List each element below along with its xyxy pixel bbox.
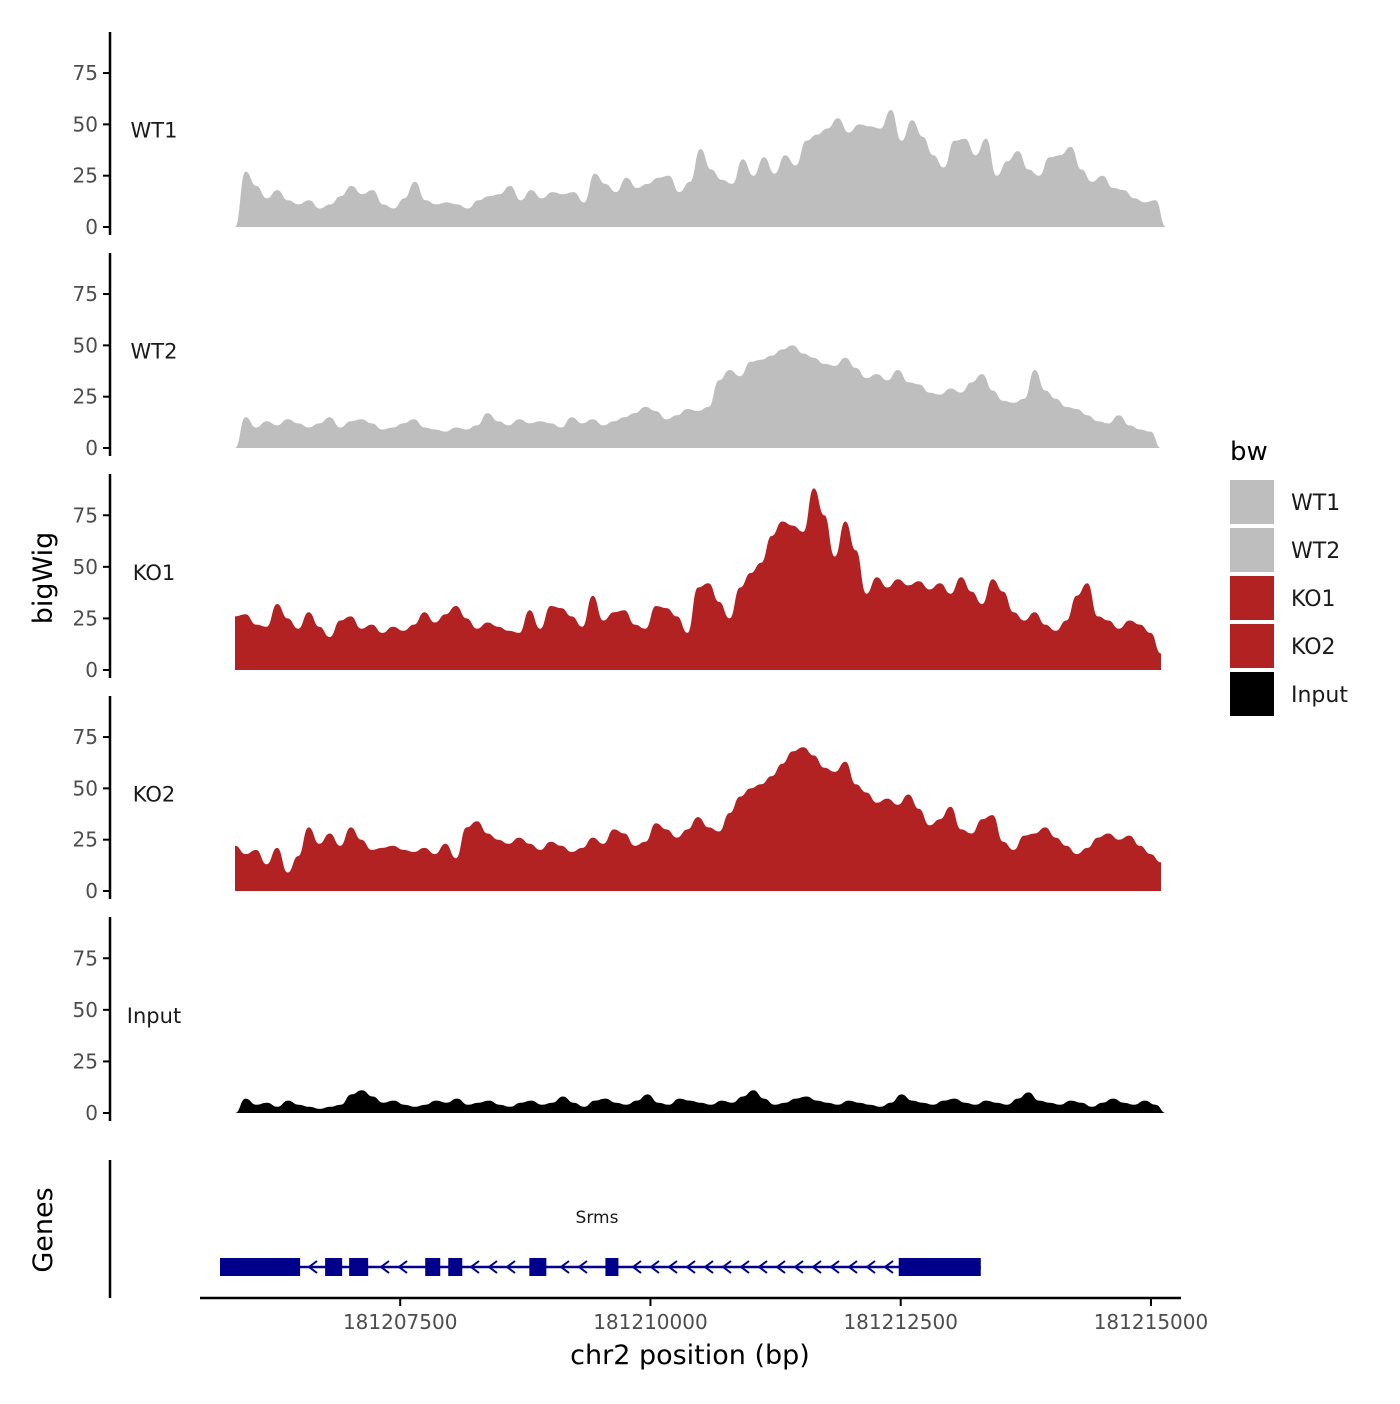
y-tick-label: 75 — [73, 946, 98, 970]
track-ko1: 0 25 50 75 KO1 — [73, 474, 1161, 682]
y-tick-label: 50 — [73, 112, 98, 136]
track-label-wt1: WT1 — [131, 119, 178, 143]
y-tick-label: 75 — [73, 725, 98, 749]
strand-arrow — [307, 1260, 318, 1274]
strand-arrow — [649, 1260, 660, 1274]
coverage-area-ko2 — [235, 747, 1161, 891]
gene-name-label: Srms — [576, 1208, 619, 1228]
y-tick-label: 0 — [85, 215, 98, 239]
y-axis-title: bigWig — [28, 532, 59, 625]
track-wt1: 0 25 50 75 WT1 — [73, 32, 1166, 239]
y-tick-label: 25 — [73, 164, 98, 188]
track-wt2: 0 25 50 75 WT2 — [73, 253, 1161, 460]
legend-swatch-wt1 — [1230, 480, 1274, 524]
strand-arrow — [739, 1260, 750, 1274]
strand-arrow — [883, 1260, 894, 1274]
x-axis-title: chr2 position (bp) — [570, 1340, 810, 1371]
strand-arrow — [559, 1260, 570, 1274]
x-tick-label: 181207500 — [343, 1310, 458, 1334]
y-tick-label: 0 — [85, 1101, 98, 1125]
strand-arrow — [631, 1260, 642, 1274]
y-tick-label: 75 — [73, 503, 98, 527]
gene-exon — [220, 1258, 301, 1276]
legend-swatch-ko1 — [1230, 576, 1274, 620]
y-tick-label: 75 — [73, 61, 98, 85]
coverage-area-input — [235, 1090, 1166, 1113]
y-tick-label: 0 — [85, 436, 98, 460]
coverage-area-wt1 — [235, 110, 1166, 227]
gene-exon — [349, 1258, 369, 1276]
strand-arrow — [397, 1260, 408, 1274]
strand-arrow — [865, 1260, 876, 1274]
coverage-tracks: 0 25 50 75 WT1 0 25 50 75 WT2 0 25 50 75 KO1 0 25 50 75 KO2… — [73, 32, 1166, 1125]
strand-arrow — [721, 1260, 732, 1274]
gene-exon — [898, 1258, 981, 1276]
legend-label-wt2: WT2 — [1291, 539, 1340, 564]
legend-swatch-wt2 — [1230, 528, 1274, 572]
strand-arrow — [505, 1260, 516, 1274]
legend-label-wt1: WT1 — [1291, 491, 1340, 516]
legend-title: bw — [1230, 437, 1268, 467]
strand-arrow — [685, 1260, 696, 1274]
genes-track-title: Genes — [28, 1187, 59, 1272]
strand-arrow — [775, 1260, 786, 1274]
coverage-area-ko1 — [235, 488, 1161, 670]
y-tick-label: 50 — [73, 998, 98, 1022]
track-ko2: 0 25 50 75 KO2 — [73, 696, 1161, 903]
y-tick-label: 50 — [73, 555, 98, 579]
y-tick-label: 75 — [73, 282, 98, 306]
strand-arrow — [667, 1260, 678, 1274]
strand-arrow — [847, 1260, 858, 1274]
gene-exon — [448, 1258, 463, 1276]
track-label-wt2: WT2 — [131, 340, 178, 364]
strand-arrow — [379, 1260, 390, 1274]
gene-exon — [605, 1258, 619, 1276]
y-tick-label: 0 — [85, 879, 98, 903]
y-tick-label: 50 — [73, 333, 98, 357]
y-tick-label: 25 — [73, 828, 98, 852]
legend-swatch-ko2 — [1230, 624, 1274, 668]
strand-arrow — [793, 1260, 804, 1274]
track-label-input: Input — [127, 1004, 181, 1028]
legend-label-input: Input — [1291, 683, 1348, 708]
legend-swatch-input — [1230, 672, 1274, 716]
strand-arrow — [469, 1260, 480, 1274]
y-tick-label: 0 — [85, 658, 98, 682]
x-tick-label: 181212500 — [843, 1310, 958, 1334]
coverage-area-wt2 — [235, 345, 1161, 448]
strand-arrow — [487, 1260, 498, 1274]
y-tick-label: 50 — [73, 776, 98, 800]
gene-track: Srms — [108, 1160, 981, 1298]
track-label-ko1: KO1 — [133, 561, 176, 585]
gene-exon — [425, 1258, 441, 1276]
gene-exon — [529, 1258, 547, 1276]
strand-arrow — [703, 1260, 714, 1274]
legend-label-ko1: KO1 — [1291, 587, 1336, 612]
y-tick-label: 25 — [73, 1049, 98, 1073]
gene-exon — [325, 1258, 343, 1276]
y-tick-label: 25 — [73, 606, 98, 630]
y-tick-label: 25 — [73, 385, 98, 409]
strand-arrow — [757, 1260, 768, 1274]
legend-label-ko2: KO2 — [1291, 635, 1336, 660]
x-axis: 181207500 181210000 181212500 181215000 — [200, 1296, 1209, 1334]
strand-arrow — [811, 1260, 822, 1274]
track-input: 0 25 50 75 Input — [73, 917, 1166, 1125]
legend: bw WT1 WT2 KO1 KO2 Input — [1230, 437, 1348, 716]
x-tick-label: 181215000 — [1094, 1310, 1209, 1334]
track-label-ko2: KO2 — [133, 783, 176, 807]
x-tick-label: 181210000 — [593, 1310, 708, 1334]
strand-arrow — [577, 1260, 588, 1274]
strand-arrow — [829, 1260, 840, 1274]
